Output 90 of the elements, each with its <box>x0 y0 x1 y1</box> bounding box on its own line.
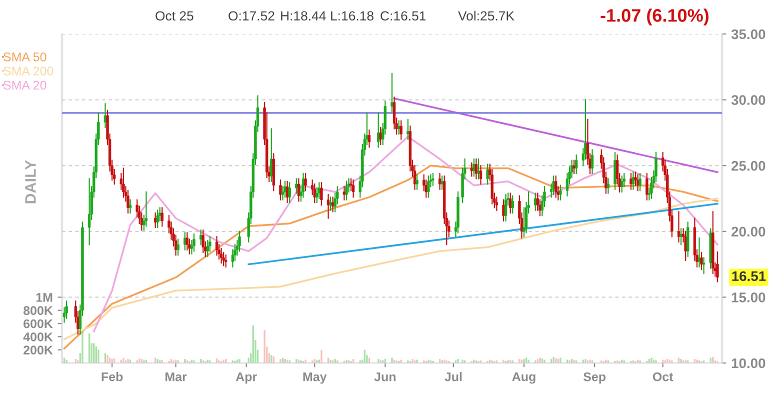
candlestick <box>554 176 558 198</box>
candlestick <box>572 160 576 174</box>
candlestick <box>297 178 300 202</box>
text: O:17.52 <box>228 11 274 21</box>
candlestick <box>313 183 316 204</box>
y-tick-label: 25.00 <box>732 160 766 171</box>
y-tick-label: 10.00 <box>732 358 766 368</box>
candlestick <box>416 174 418 190</box>
candlestick <box>192 233 196 252</box>
candlestick <box>318 182 321 200</box>
text: Vol:25.7K <box>458 10 514 21</box>
candlestick <box>574 154 578 174</box>
candlestick <box>684 230 687 261</box>
y2-axis-title: DAILY <box>25 160 36 204</box>
x-tick-label: May <box>303 372 327 384</box>
candlestick <box>222 252 225 266</box>
candlestick <box>702 257 706 274</box>
y-tick-label: 20.00 <box>732 226 766 237</box>
candlestick <box>368 130 371 148</box>
y2-tick-label: 1M <box>36 293 52 302</box>
y2-tick-label: 200K <box>24 346 53 354</box>
candlestick <box>559 184 562 200</box>
text: C:16.51 <box>380 11 426 21</box>
x-tick-label: Apr <box>236 372 257 384</box>
y-tick-label: 30.00 <box>731 95 766 105</box>
candlestick <box>288 182 291 204</box>
candlestick <box>590 149 594 174</box>
candlestick <box>329 196 332 211</box>
x-tick-label: Aug <box>512 372 536 384</box>
candlestick <box>379 126 382 146</box>
candlestick <box>440 176 444 190</box>
legend-label: SMA 200 <box>4 66 54 76</box>
candlestick <box>224 254 228 268</box>
annotation: 16.51 <box>732 271 766 282</box>
y2-tick-label: 800K <box>23 306 53 316</box>
candlestick <box>427 176 430 198</box>
candlestick <box>646 172 648 200</box>
candlestick <box>220 248 223 264</box>
candlestick <box>284 180 286 198</box>
candlestick <box>477 158 480 180</box>
candlestick <box>400 120 402 140</box>
y-tick-label: 15.00 <box>732 292 766 302</box>
candlestick <box>279 180 282 200</box>
candlestick <box>474 158 478 180</box>
x-tick-label: Jun <box>374 372 396 382</box>
candlestick <box>202 230 204 254</box>
candlestick <box>320 182 323 206</box>
x-tick-label: Mar <box>166 372 187 382</box>
candlestick <box>632 172 635 190</box>
y-tick-label: 35.00 <box>731 29 766 40</box>
candlestick <box>304 172 307 192</box>
legend-label: SMA 20 <box>4 80 46 90</box>
text: H:18.44 <box>281 11 326 21</box>
text: -1.07 (6.10%) <box>600 8 708 26</box>
y2-tick-label: 600K <box>24 319 53 328</box>
candlestick <box>352 180 355 198</box>
candlestick <box>502 199 505 222</box>
candlestick <box>238 230 241 252</box>
candlestick <box>630 172 632 190</box>
candlestick <box>552 176 555 196</box>
candlestick <box>680 228 682 246</box>
candlestick <box>438 172 442 190</box>
x-tick-label: Oct <box>652 372 674 382</box>
candlestick <box>186 232 189 250</box>
candlestick <box>342 186 346 200</box>
text: Oct 25 <box>156 11 194 21</box>
x-tick-label: Jul <box>444 372 462 382</box>
candlestick <box>504 194 508 222</box>
candlestick <box>432 172 434 186</box>
candlestick <box>638 172 642 192</box>
candlestick <box>215 236 218 256</box>
candlestick <box>345 180 348 200</box>
candlestick <box>206 240 210 257</box>
candlestick <box>479 165 482 185</box>
candlestick <box>176 238 180 256</box>
candlestick <box>486 164 489 185</box>
candlestick <box>470 162 474 177</box>
x-tick-label: Feb <box>102 372 123 382</box>
candlestick <box>620 176 624 192</box>
candlestick <box>511 195 514 214</box>
text: L:16.18 <box>331 11 374 21</box>
candlestick <box>390 72 394 112</box>
candlestick <box>606 178 610 194</box>
candlestick <box>495 196 498 211</box>
legend-label: SMA 50 <box>4 52 46 62</box>
y2-tick-label: 400K <box>23 332 53 342</box>
candlestick <box>686 222 690 257</box>
x-tick-label: Sep <box>583 372 606 384</box>
candlestick <box>614 152 616 190</box>
candlestick <box>700 252 703 270</box>
